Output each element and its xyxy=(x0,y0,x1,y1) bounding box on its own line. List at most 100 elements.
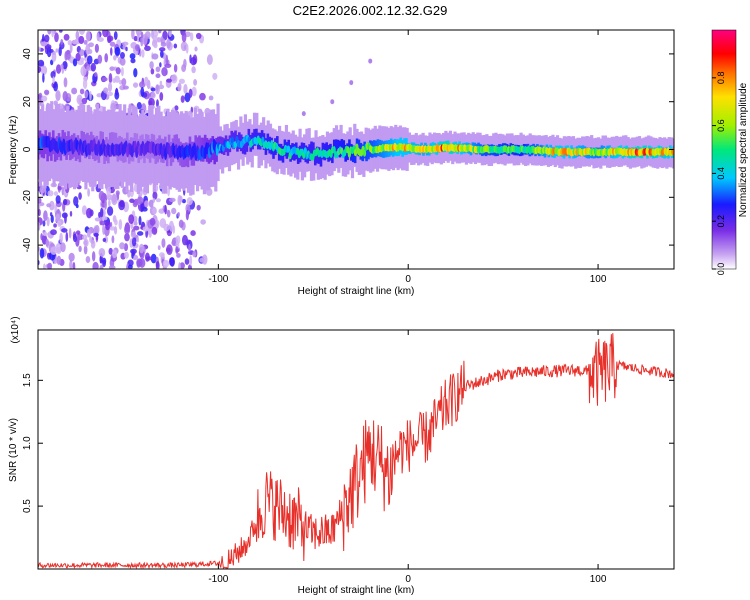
spectrogram-ridge-outer xyxy=(319,149,323,167)
spectrogram-noise-blob xyxy=(158,47,166,52)
colorbar-ticks: 0.0 0.2 0.4 0.6 0.8 xyxy=(712,72,726,275)
spectrogram-noise-blob xyxy=(47,30,52,35)
spectrogram-noise-blob xyxy=(92,261,99,269)
spectrogram-x-ticks: -100 0 100 xyxy=(208,30,607,285)
spectrogram-noise-blob xyxy=(54,32,59,43)
spectrogram-ridge-core xyxy=(362,149,367,157)
spectrogram-noise-blob xyxy=(102,30,109,38)
spectrogram-noise-blob xyxy=(75,52,81,62)
spectrogram-noise-blob xyxy=(105,220,111,231)
spectrogram-noise-blob xyxy=(113,55,117,61)
spectrogram-noise-blob xyxy=(90,239,96,249)
spectrogram-noise-blob xyxy=(68,228,72,239)
spectrogram-noise-blob xyxy=(151,30,154,39)
spectrogram-noise-blob xyxy=(50,214,54,224)
colorbar-tick-label: 0.6 xyxy=(716,119,726,132)
spectrogram-noise-blob xyxy=(80,65,87,77)
spectrogram-y-tick-label: 40 xyxy=(22,48,33,60)
spectrogram-noise-blob xyxy=(108,82,113,92)
spectrogram-noise-blob xyxy=(49,200,55,211)
spectrogram-noise-blob xyxy=(142,34,148,46)
spectrogram-noise-blob xyxy=(196,204,201,211)
spectrogram-noise-blob xyxy=(78,192,82,200)
spectrogram-x-tick-label: -100 xyxy=(208,274,228,285)
spectrogram-y-tick-label: 0 xyxy=(22,146,33,152)
spectrogram-noise-blob xyxy=(159,62,162,68)
spectrogram-y-axis-label: Frequency (Hz) xyxy=(8,116,19,185)
spectrogram-noise-blob xyxy=(98,190,105,201)
spectrogram-noise-blob xyxy=(85,30,91,42)
spectrogram-noise-blob xyxy=(71,87,78,95)
spectrogram-ridge-outer xyxy=(342,140,346,157)
spectrogram-noise-blob xyxy=(124,232,130,242)
spectrogram-noise-blob xyxy=(168,197,176,203)
spectrogram-noise-blob xyxy=(47,262,53,269)
colorbar-gradient xyxy=(711,29,737,270)
spectrogram-noise-blob xyxy=(108,247,113,255)
spectrogram-noise-blob xyxy=(115,88,119,94)
spectrogram-noise-blob xyxy=(191,66,196,74)
spectrogram-noise-blob xyxy=(86,55,93,65)
snr-y-tick-label: 1.5 xyxy=(22,373,33,387)
spectrogram-noise-blob xyxy=(106,206,114,216)
spectrogram-ridge-outer xyxy=(245,135,249,152)
spectrogram-noise-blob xyxy=(144,45,151,52)
spectrogram-noise-blob xyxy=(81,205,87,216)
colorbar-tick-label: 0.4 xyxy=(716,167,726,180)
spectrogram-faint-trace-point xyxy=(330,99,335,105)
spectrogram-noise-blob xyxy=(42,231,48,237)
spectrogram-noise-blob xyxy=(152,30,159,37)
spectrogram-noise-blob xyxy=(136,231,144,236)
spectrogram-noise-blob xyxy=(82,78,88,90)
snr-y-axis-label: SNR (10 * v/v) xyxy=(8,418,19,482)
spectrogram-noise-blob xyxy=(39,247,45,259)
spectrogram-noise-blob xyxy=(68,252,75,262)
spectrogram-noise-blob xyxy=(181,234,188,246)
spectrogram-noise-blob xyxy=(114,219,118,226)
snr-x-tick-label: -100 xyxy=(208,574,228,585)
spectrogram-ridge-outer xyxy=(348,139,351,157)
spectrogram-noise-blob xyxy=(55,64,62,74)
spectrogram-noise-blob xyxy=(164,204,167,215)
spectrogram-noise-blob xyxy=(51,30,55,38)
spectrogram-noise-blob xyxy=(75,204,79,209)
spectrogram-noise-blob xyxy=(85,207,93,219)
spectrogram-noise-blob xyxy=(62,90,68,102)
spectrogram-noise-blob xyxy=(191,86,197,97)
spectrogram-noise-blob xyxy=(178,219,184,229)
spectrogram-noise-blob xyxy=(136,237,139,243)
spectrogram-noise-blob xyxy=(148,199,154,208)
spectrogram-noise-blob xyxy=(188,88,193,98)
spectrogram-noise-blob xyxy=(103,87,109,94)
spectrogram-noise-blob xyxy=(40,41,48,47)
spectrogram-noise-blob xyxy=(40,233,43,241)
spectrogram-noise-blob xyxy=(59,41,65,50)
spectrogram-noise-blob xyxy=(42,263,46,269)
spectrogram-noise-blob xyxy=(94,43,99,53)
spectrogram-ridge-outer xyxy=(46,137,49,162)
snr-y-tick-label: 1.0 xyxy=(22,436,33,450)
spectrogram-noise-blob xyxy=(99,255,103,264)
spectrogram-noise-blob xyxy=(166,209,171,218)
spectrogram-noise-blob xyxy=(56,255,62,265)
spectrogram-noise-blob xyxy=(89,236,93,243)
spectrogram-x-tick-label: 0 xyxy=(405,274,411,285)
spectrogram-noise-blob xyxy=(124,251,129,259)
spectrogram-noise-blob xyxy=(106,185,111,197)
spectrogram-noise-blob xyxy=(78,30,86,35)
spectrogram-noise-blob xyxy=(76,232,80,244)
spectrogram-noise-blob xyxy=(75,230,81,235)
spectrogram-noise-blob xyxy=(55,195,61,204)
spectrogram-noise-blob xyxy=(158,30,162,34)
spectrogram-noise-blob xyxy=(130,58,136,64)
spectrogram-ridge-outer xyxy=(255,128,258,146)
spectrogram-noise-blob xyxy=(53,191,59,196)
spectrogram-noise-blob xyxy=(62,60,68,70)
chart-title: C2E2.2026.002.12.32.G29 xyxy=(293,3,448,18)
spectrogram-noise-blob xyxy=(42,73,45,83)
spectrogram-noise-blob xyxy=(72,58,78,67)
spectrogram-noise-blob xyxy=(115,190,120,196)
spectrogram-y-tick-label: 20 xyxy=(22,96,33,108)
snr-x-tick-label: 0 xyxy=(405,574,411,585)
